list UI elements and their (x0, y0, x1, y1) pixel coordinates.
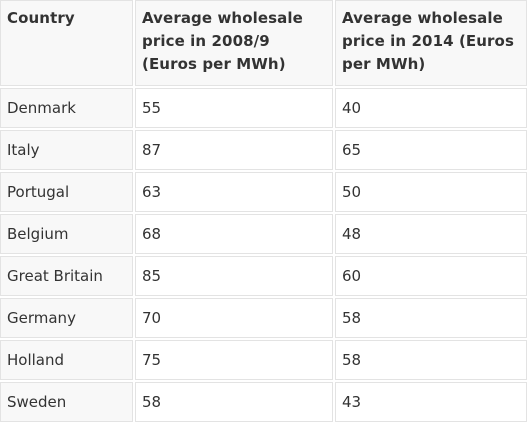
price-2014-cell: 58 (335, 298, 527, 338)
price-2008-9-cell: 70 (135, 298, 333, 338)
country-cell: Germany (0, 298, 133, 338)
price-2014-cell: 65 (335, 130, 527, 170)
country-cell: Italy (0, 130, 133, 170)
price-2014-cell: 48 (335, 214, 527, 254)
country-cell: Denmark (0, 88, 133, 128)
country-cell: Holland (0, 340, 133, 380)
table-row: Portugal 63 50 (0, 172, 527, 212)
table-header-row: Country Average wholesale price in 2008/… (0, 0, 527, 86)
price-2014-cell: 60 (335, 256, 527, 296)
price-2008-9-cell: 68 (135, 214, 333, 254)
price-2014-cell: 50 (335, 172, 527, 212)
price-2008-9-cell: 87 (135, 130, 333, 170)
price-2008-9-cell: 58 (135, 382, 333, 422)
table-row: Italy 87 65 (0, 130, 527, 170)
price-2008-9-cell: 85 (135, 256, 333, 296)
table-row: Holland 75 58 (0, 340, 527, 380)
country-cell: Portugal (0, 172, 133, 212)
header-price-2008-9: Average wholesale price in 2008/9 (Euros… (135, 0, 333, 86)
table-row: Sweden 58 43 (0, 382, 527, 422)
price-2014-cell: 43 (335, 382, 527, 422)
price-2008-9-cell: 63 (135, 172, 333, 212)
price-2014-cell: 58 (335, 340, 527, 380)
country-cell: Belgium (0, 214, 133, 254)
table-row: Denmark 55 40 (0, 88, 527, 128)
price-2014-cell: 40 (335, 88, 527, 128)
header-country: Country (0, 0, 133, 86)
price-2008-9-cell: 75 (135, 340, 333, 380)
table-row: Germany 70 58 (0, 298, 527, 338)
country-cell: Great Britain (0, 256, 133, 296)
header-price-2014: Average wholesale price in 2014 (Euros p… (335, 0, 527, 86)
table-row: Belgium 68 48 (0, 214, 527, 254)
table-row: Great Britain 85 60 (0, 256, 527, 296)
country-cell: Sweden (0, 382, 133, 422)
price-2008-9-cell: 55 (135, 88, 333, 128)
